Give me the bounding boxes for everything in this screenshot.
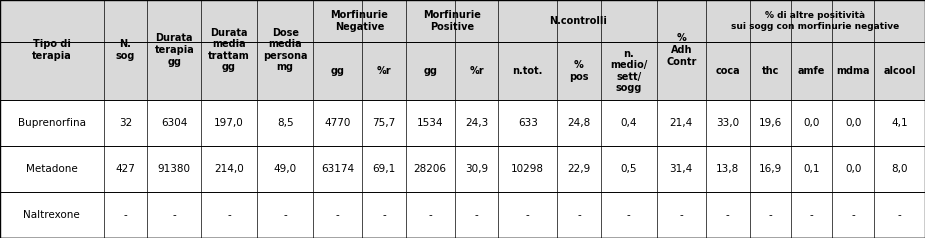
Text: 49,0: 49,0 bbox=[274, 164, 297, 174]
Text: 22,9: 22,9 bbox=[567, 164, 590, 174]
Text: 69,1: 69,1 bbox=[372, 164, 396, 174]
Text: %
Adh
Contr: % Adh Contr bbox=[666, 33, 697, 67]
Text: -: - bbox=[679, 210, 684, 220]
Text: 6304: 6304 bbox=[161, 118, 188, 128]
Text: 10298: 10298 bbox=[512, 164, 544, 174]
Text: coca: coca bbox=[715, 66, 740, 76]
Text: 21,4: 21,4 bbox=[670, 118, 693, 128]
Text: %
pos: % pos bbox=[569, 60, 588, 82]
Bar bbox=[0, 146, 925, 192]
Text: 0,0: 0,0 bbox=[845, 164, 861, 174]
Text: 1534: 1534 bbox=[417, 118, 443, 128]
Text: 63174: 63174 bbox=[321, 164, 354, 174]
Text: N.controlli: N.controlli bbox=[549, 16, 607, 26]
Text: 0,0: 0,0 bbox=[804, 118, 820, 128]
Text: 19,6: 19,6 bbox=[758, 118, 782, 128]
Text: 16,9: 16,9 bbox=[758, 164, 782, 174]
Text: 30,9: 30,9 bbox=[465, 164, 488, 174]
Text: mdma: mdma bbox=[836, 66, 870, 76]
Text: 8,5: 8,5 bbox=[277, 118, 293, 128]
Text: -: - bbox=[577, 210, 581, 220]
Text: -: - bbox=[726, 210, 730, 220]
Text: 75,7: 75,7 bbox=[372, 118, 396, 128]
Text: n.tot.: n.tot. bbox=[512, 66, 543, 76]
Text: Naltrexone: Naltrexone bbox=[23, 210, 80, 220]
Bar bbox=[0, 0, 925, 100]
Text: -: - bbox=[475, 210, 478, 220]
Text: Durata
terapia
gg: Durata terapia gg bbox=[154, 33, 194, 67]
Text: 197,0: 197,0 bbox=[215, 118, 244, 128]
Bar bbox=[0, 100, 925, 146]
Text: %r: %r bbox=[376, 66, 391, 76]
Text: 31,4: 31,4 bbox=[670, 164, 693, 174]
Text: -: - bbox=[428, 210, 432, 220]
Text: amfe: amfe bbox=[798, 66, 825, 76]
Text: 214,0: 214,0 bbox=[215, 164, 244, 174]
Text: -: - bbox=[172, 210, 176, 220]
Text: Metadone: Metadone bbox=[26, 164, 78, 174]
Text: 8,0: 8,0 bbox=[891, 164, 907, 174]
Text: -: - bbox=[525, 210, 530, 220]
Text: 28206: 28206 bbox=[413, 164, 447, 174]
Text: gg: gg bbox=[330, 66, 345, 76]
Text: N.
sog: N. sog bbox=[116, 39, 135, 61]
Text: Morfinurie
Negative: Morfinurie Negative bbox=[330, 10, 388, 32]
Text: -: - bbox=[627, 210, 631, 220]
Text: 0,1: 0,1 bbox=[804, 164, 820, 174]
Text: 33,0: 33,0 bbox=[716, 118, 739, 128]
Text: % di altre positività
sui sogg con morfinurie negative: % di altre positività sui sogg con morfi… bbox=[731, 11, 899, 31]
Text: Dose
media
persona
mg: Dose media persona mg bbox=[263, 28, 307, 72]
Text: thc: thc bbox=[761, 66, 779, 76]
Text: alcool: alcool bbox=[883, 66, 916, 76]
Text: -: - bbox=[228, 210, 231, 220]
Text: 24,3: 24,3 bbox=[465, 118, 488, 128]
Text: 4770: 4770 bbox=[325, 118, 351, 128]
Text: 13,8: 13,8 bbox=[716, 164, 739, 174]
Text: -: - bbox=[382, 210, 386, 220]
Text: n.
medio/
sett/
sogg: n. medio/ sett/ sogg bbox=[610, 49, 647, 93]
Text: 4,1: 4,1 bbox=[891, 118, 907, 128]
Text: -: - bbox=[336, 210, 339, 220]
Text: 0,4: 0,4 bbox=[621, 118, 637, 128]
Text: -: - bbox=[851, 210, 855, 220]
Text: -: - bbox=[809, 210, 813, 220]
Text: 633: 633 bbox=[518, 118, 537, 128]
Text: 0,5: 0,5 bbox=[621, 164, 637, 174]
Text: Tipo di
terapia: Tipo di terapia bbox=[32, 39, 71, 61]
Text: Morfinurie
Positive: Morfinurie Positive bbox=[424, 10, 481, 32]
Text: -: - bbox=[769, 210, 772, 220]
Text: Buprenorfina: Buprenorfina bbox=[18, 118, 86, 128]
Text: %r: %r bbox=[469, 66, 484, 76]
Text: 32: 32 bbox=[119, 118, 132, 128]
Text: 0,0: 0,0 bbox=[845, 118, 861, 128]
Text: -: - bbox=[124, 210, 128, 220]
Text: 427: 427 bbox=[116, 164, 135, 174]
Text: -: - bbox=[897, 210, 901, 220]
Text: -: - bbox=[283, 210, 287, 220]
Text: 91380: 91380 bbox=[158, 164, 191, 174]
Text: gg: gg bbox=[424, 66, 438, 76]
Text: 24,8: 24,8 bbox=[567, 118, 590, 128]
Bar bbox=[0, 192, 925, 238]
Text: Durata
media
trattam
gg: Durata media trattam gg bbox=[208, 28, 250, 72]
